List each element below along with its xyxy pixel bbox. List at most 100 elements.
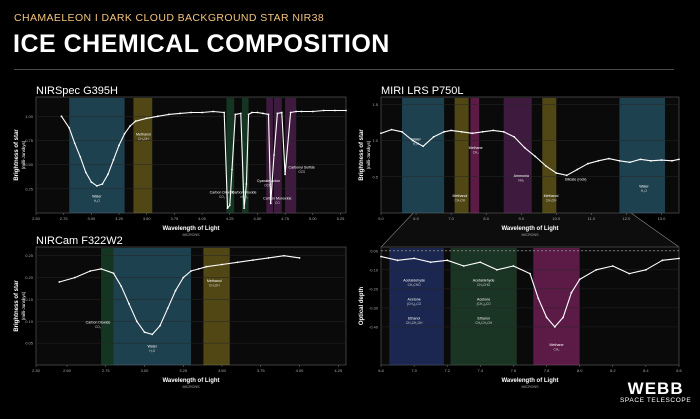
band-formula: H₂O [641, 189, 648, 193]
band-methane [533, 248, 580, 365]
band-formula: CH₃CHO [408, 283, 422, 287]
y-tick-label: -0.40 [369, 324, 379, 329]
data-point [143, 331, 146, 334]
data-point [462, 265, 465, 267]
band-formula: CO [275, 201, 280, 205]
y-tick-label: 0.00 [370, 248, 379, 253]
data-point [289, 111, 292, 114]
x-axis-unit: MICRONS [522, 385, 540, 389]
data-point [269, 202, 272, 205]
data-point [250, 111, 253, 114]
band-formula: ¹³CO₂ [240, 195, 249, 199]
band-methanol [542, 98, 557, 213]
data-point [234, 113, 237, 116]
data-point [60, 115, 63, 118]
webb-logo: WEBB SPACE TELESCOPE [620, 380, 691, 404]
x-tick-label: 12.0 [623, 216, 632, 221]
band-formula: OCN⁻ [264, 184, 273, 188]
data-point [174, 289, 177, 292]
band-label: Acetone [477, 297, 490, 301]
data-point [644, 268, 647, 271]
band-carbon [241, 98, 249, 213]
data-point [481, 130, 484, 133]
x-tick-label: 2.30 [32, 368, 41, 373]
data-point [565, 174, 568, 177]
data-point [107, 173, 109, 176]
data-point [460, 130, 463, 133]
band-water [619, 98, 665, 213]
data-point [578, 278, 581, 281]
y-axis-label: Brightness of star [14, 129, 20, 181]
x-tick-label: 3.25 [179, 368, 188, 373]
data-point [411, 139, 414, 142]
data-point [446, 259, 449, 262]
band-label: Methane [469, 146, 483, 150]
data-point [597, 159, 600, 162]
y-tick-label: -0.30 [369, 305, 379, 310]
data-point [345, 109, 347, 112]
y-tick-label: 0.15 [25, 297, 34, 302]
x-axis-label: Wavelength of Light [501, 226, 558, 232]
data-point [212, 110, 215, 113]
y-axis-unit: (milli-Janskys) [21, 291, 26, 320]
x-tick-label: 10.0 [552, 216, 561, 221]
data-point [201, 111, 203, 114]
data-point [628, 272, 631, 275]
x-tick-label: 4.25 [334, 368, 343, 373]
band-formula: CH₃OH [138, 137, 149, 141]
data-point [502, 130, 505, 133]
logo-sub: SPACE TELESCOPE [620, 397, 692, 404]
data-point [553, 326, 556, 328]
data-point [429, 261, 432, 264]
band-purple [285, 98, 297, 213]
band-formula: CH₄ [554, 347, 561, 351]
band-formula: NH₃ [518, 178, 525, 182]
data-point [544, 164, 547, 167]
data-point [120, 285, 123, 288]
band-formula: CH₃OH [209, 283, 220, 287]
chart-miri: 0.5 1.0 1.5 5.0 6.0 7.0 8.0 9.0 10.0 11.0 12.0 13.0… [359, 96, 680, 237]
data-point [396, 259, 399, 262]
data-point [228, 204, 231, 207]
data-point [95, 185, 98, 187]
data-point [226, 207, 229, 210]
y-tick-label: 0.50 [25, 162, 34, 167]
data-point [167, 113, 170, 116]
x-tick-label: 4.00 [296, 368, 305, 373]
x-tick-label: 7.0 [411, 368, 417, 373]
band-carbon [226, 98, 235, 213]
data-point [450, 129, 453, 132]
x-tick-label: 8.0 [483, 216, 489, 221]
header-divider [14, 69, 674, 70]
data-point [401, 130, 403, 133]
data-point [380, 255, 382, 258]
data-point [231, 168, 233, 171]
data-point [529, 272, 531, 275]
x-tick-label: 7.0 [448, 216, 454, 221]
y-axis-unit: (milli-Janskys) [21, 140, 26, 169]
band-label: Ethanol [408, 316, 420, 320]
x-tick-label: 3.50 [143, 216, 152, 221]
data-point [267, 257, 270, 259]
data-point [298, 257, 301, 259]
y-axis-unit: (milli-Janskys) [366, 140, 371, 169]
band-methane [470, 98, 480, 213]
data-point [79, 156, 82, 158]
x-tick-label: 11.0 [588, 216, 596, 221]
data-point [545, 316, 548, 319]
data-point [562, 316, 565, 319]
data-point [84, 171, 87, 174]
y-tick-label: 1.5 [372, 102, 378, 107]
data-point [247, 113, 250, 116]
x-tick-label: 6.0 [413, 216, 419, 221]
band-purple [274, 98, 282, 213]
y-tick-label: -0.10 [369, 267, 379, 272]
data-point [495, 268, 498, 271]
data-point [295, 110, 298, 113]
band-label: Carbon Monoxide [263, 196, 291, 200]
x-tick-label: 7.6 [511, 368, 517, 373]
data-point [123, 132, 126, 135]
panel-title-nirspec: NIRSpec G395H [36, 85, 118, 97]
data-point [256, 111, 259, 114]
x-tick-label: 5.00 [309, 216, 318, 221]
